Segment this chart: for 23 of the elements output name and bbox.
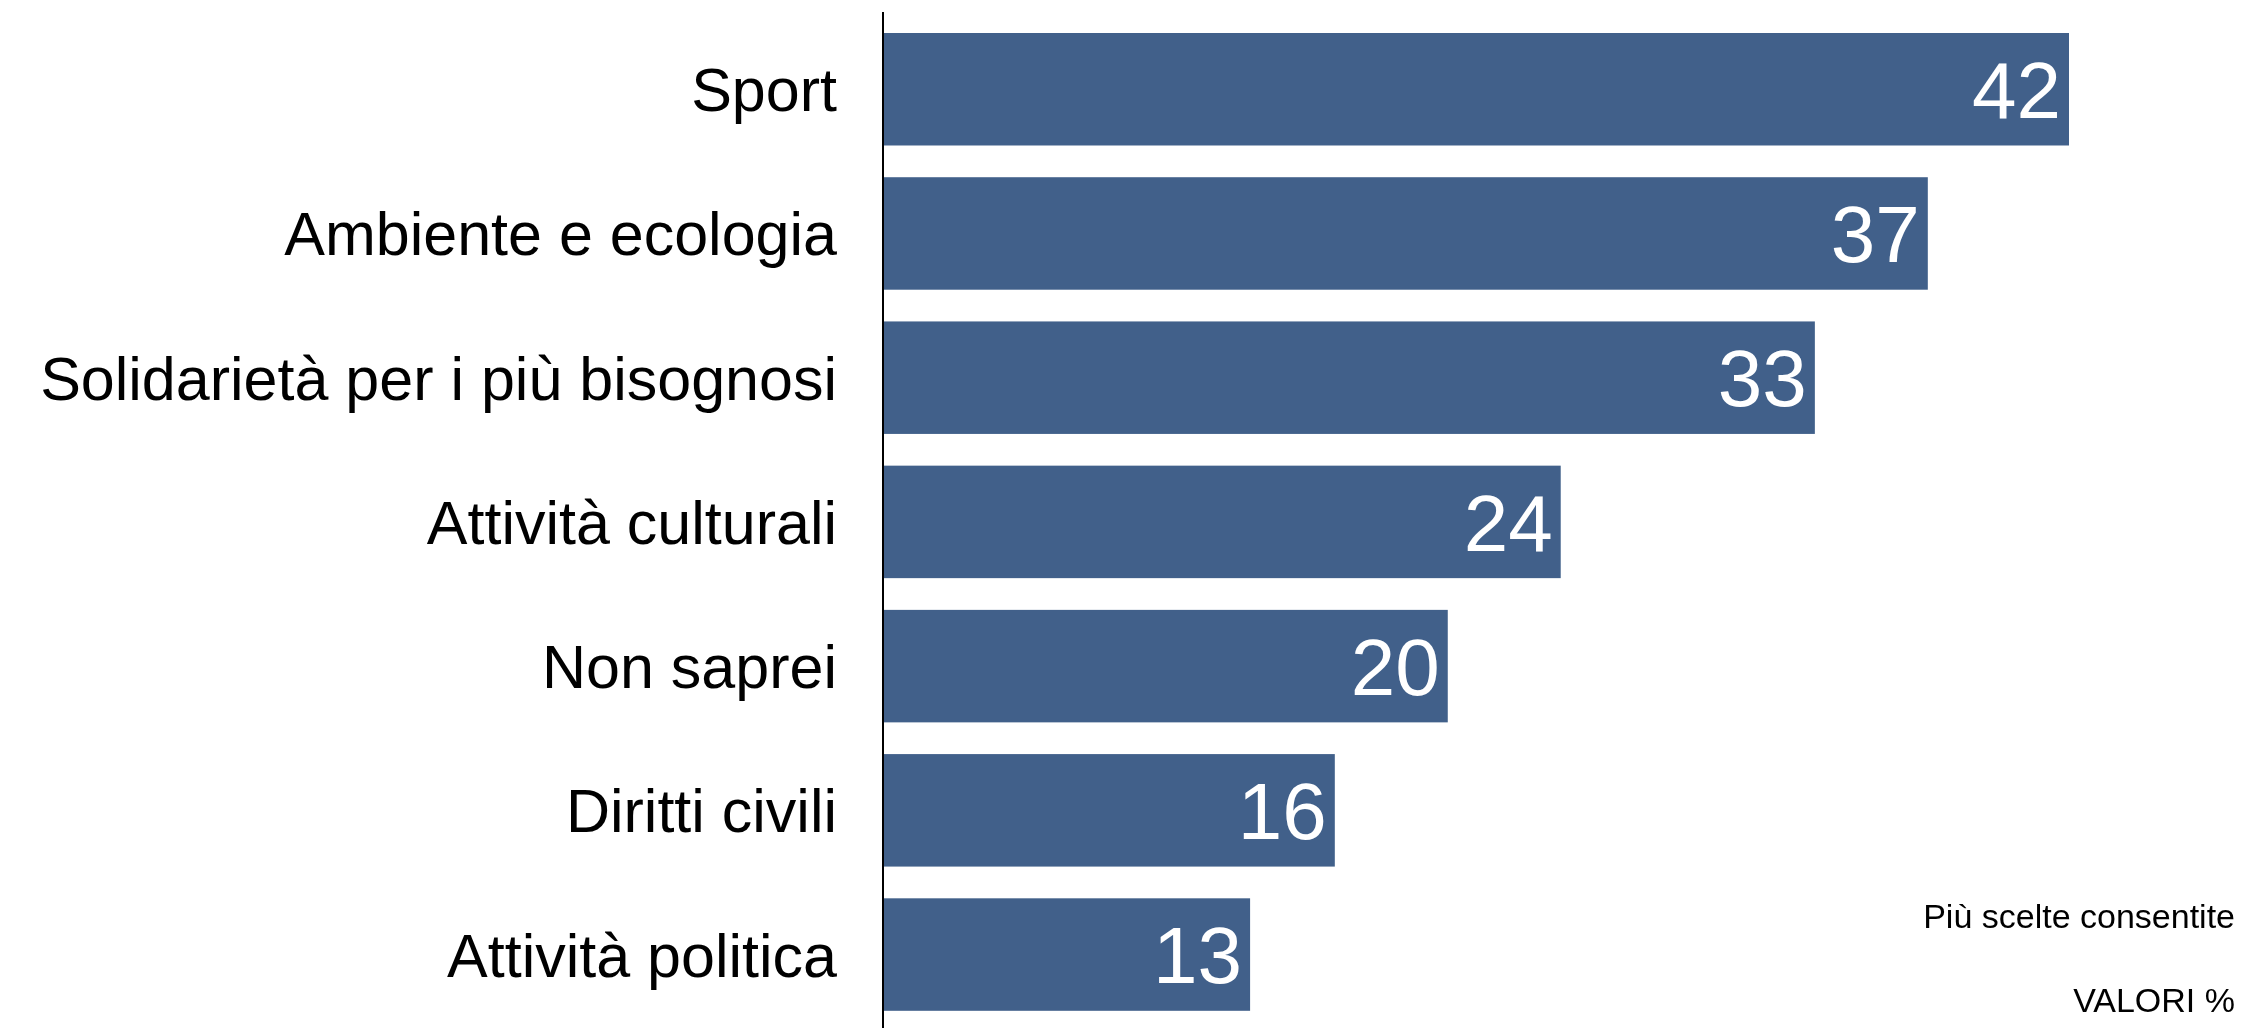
- bar: [883, 33, 2069, 146]
- data-label: 24: [1463, 478, 1553, 568]
- text: VALORI %: [2073, 981, 2235, 1019]
- y-tick-label: Ambiente e ecologia: [284, 200, 838, 269]
- data-label: 33: [1717, 334, 1807, 424]
- bar: [883, 609, 1448, 723]
- data-label: 20: [1350, 622, 1440, 712]
- y-tick-label: Solidarietà per i più bisognosi: [40, 344, 837, 413]
- annotation: Più scelte consentite: [1923, 897, 2235, 935]
- bar: [883, 177, 1928, 290]
- data-label: 13: [1153, 911, 1243, 1001]
- y-tick-label: Sport: [691, 56, 838, 125]
- bar: [883, 898, 1251, 1011]
- y-tick-label: Attività politica: [447, 921, 838, 990]
- y-tick-label: Diritti civili: [565, 777, 837, 846]
- bar: [883, 465, 1561, 579]
- data-label: 37: [1830, 190, 1920, 280]
- y-tick-label: Attività culturali: [426, 488, 837, 557]
- data-label: 16: [1237, 767, 1327, 857]
- bar: [883, 754, 1335, 867]
- data-label: 42: [1972, 46, 2061, 136]
- bar: [883, 321, 1815, 434]
- y-tick-label: Non saprei: [542, 633, 837, 702]
